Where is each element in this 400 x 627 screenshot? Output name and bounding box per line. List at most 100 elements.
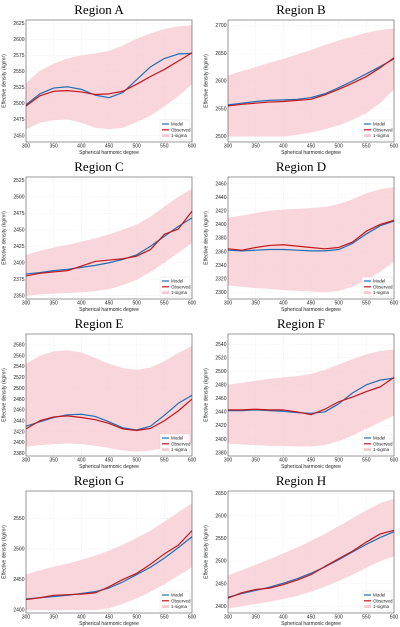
legend-swatch xyxy=(364,448,371,451)
chart-title: Region H xyxy=(275,473,327,488)
y-tick-label: 2500 xyxy=(13,547,24,553)
x-tick-label: 500 xyxy=(132,458,141,464)
y-tick-label: 2550 xyxy=(215,106,226,112)
legend-label: Model xyxy=(171,593,183,598)
y-axis-label: Effective density (kg/m³) xyxy=(204,525,210,579)
x-tick-label: 600 xyxy=(390,458,399,464)
x-axis-label: Spherical harmonic degree xyxy=(281,307,341,313)
x-tick-label: 400 xyxy=(77,301,86,307)
y-tick-label: 2450 xyxy=(215,581,226,587)
y-tick-label: 2440 xyxy=(13,418,24,424)
x-tick-label: 500 xyxy=(132,301,141,307)
series-line-observed xyxy=(227,529,395,599)
y-tick-label: 2460 xyxy=(215,396,226,402)
legend-label: Observed xyxy=(171,598,191,603)
series-line-observed xyxy=(25,210,193,277)
x-axis-label: Spherical harmonic degree xyxy=(79,150,139,156)
y-tick-label: 2480 xyxy=(13,397,24,403)
legend-label: 1-sigma xyxy=(373,133,390,138)
x-tick-label: 600 xyxy=(390,301,399,307)
x-tick-label: 500 xyxy=(334,144,343,150)
x-tick-label: 600 xyxy=(390,615,399,621)
x-tick-label: 500 xyxy=(334,615,343,621)
legend-swatch xyxy=(364,291,371,294)
series-line-observed xyxy=(227,57,395,107)
y-tick-label: 2420 xyxy=(215,209,226,215)
y-tick-label: 2500 xyxy=(215,559,226,565)
axes-frame xyxy=(25,176,193,300)
y-tick-label: 2360 xyxy=(215,249,226,255)
series-line-model xyxy=(227,58,395,106)
sigma-band xyxy=(26,503,192,610)
y-tick-label: 2575 xyxy=(13,53,24,59)
chart-region-f: 300 350 400 450 500 550 600 2380 2400 2420 2440 246… xyxy=(202,314,400,470)
legend-label: Observed xyxy=(171,284,191,289)
x-tick-label: 350 xyxy=(49,458,58,464)
x-tick-label: 450 xyxy=(105,458,114,464)
x-tick-label: 350 xyxy=(49,615,58,621)
x-tick-label: 600 xyxy=(188,301,197,307)
y-tick-label: 2300 xyxy=(215,290,226,296)
x-tick-label: 300 xyxy=(224,458,233,464)
axes-frame xyxy=(25,333,193,457)
chart-svg: 300 350 400 450 500 550 600 2300 2320 2340 2360 238… xyxy=(204,176,399,313)
x-tick-label: 400 xyxy=(279,144,288,150)
chart-title: Region B xyxy=(276,2,326,17)
x-tick-label: 450 xyxy=(307,615,316,621)
y-axis-label: Effective density (kg/m³) xyxy=(204,368,210,422)
y-tick-label: 2380 xyxy=(215,450,226,456)
x-axis-label: Spherical harmonic degree xyxy=(79,464,139,470)
chart-title: Region G xyxy=(73,473,125,488)
chart-svg: 300 350 400 450 500 550 600 2350 2375 2400 2425 245… xyxy=(2,176,197,313)
legend-label: Observed xyxy=(373,284,393,289)
legend-swatch xyxy=(162,605,169,608)
legend-label: Observed xyxy=(171,441,191,446)
series-line-model xyxy=(227,531,395,598)
x-tick-label: 450 xyxy=(105,301,114,307)
chart-title: Region D xyxy=(275,159,327,174)
y-tick-label: 2550 xyxy=(215,536,226,542)
legend-label: 1-sigma xyxy=(373,604,390,609)
x-tick-label: 400 xyxy=(77,458,86,464)
y-axis-label: Effective density (kg/m³) xyxy=(2,368,8,422)
y-tick-label: 2440 xyxy=(215,195,226,201)
legend-label: 1-sigma xyxy=(171,447,188,452)
axes-frame xyxy=(25,490,193,614)
y-axis-label: Effective density (kg/m³) xyxy=(204,211,210,265)
chart-region-h: 300 350 400 450 500 550 600 2400 2450 2500 2550 260… xyxy=(202,471,400,627)
y-tick-label: 2550 xyxy=(13,69,24,75)
series-line-observed xyxy=(228,376,395,416)
legend-label: 1-sigma xyxy=(373,290,390,295)
x-tick-label: 450 xyxy=(105,144,114,150)
x-axis-label: Spherical harmonic degree xyxy=(281,150,341,156)
y-tick-label: 2425 xyxy=(13,244,24,250)
legend-label: Model xyxy=(171,122,183,127)
chart-svg: 300 350 400 450 500 550 600 2400 2450 2500 2550 260… xyxy=(204,490,399,627)
y-tick-label: 2400 xyxy=(13,440,24,446)
x-tick-label: 550 xyxy=(160,615,169,621)
y-tick-label: 2600 xyxy=(215,79,226,85)
axes-frame xyxy=(227,176,395,300)
y-tick-label: 2450 xyxy=(13,227,24,233)
chart-region-g: 300 350 400 450 500 550 600 2400 2450 2500 2550 Sph… xyxy=(0,471,198,627)
x-tick-label: 300 xyxy=(224,301,233,307)
y-tick-label: 2460 xyxy=(13,408,24,414)
x-tick-label: 300 xyxy=(22,144,31,150)
y-tick-label: 2625 xyxy=(13,21,24,27)
y-tick-label: 2475 xyxy=(13,117,24,123)
y-tick-label: 2380 xyxy=(13,451,24,457)
y-tick-label: 2480 xyxy=(215,383,226,389)
legend-swatch xyxy=(364,605,371,608)
y-axis-label: Effective density (kg/m³) xyxy=(204,54,210,108)
chart-region-d: 300 350 400 450 500 550 600 2300 2320 2340 2360 238… xyxy=(202,157,400,313)
x-tick-label: 300 xyxy=(22,301,31,307)
chart-title: Region E xyxy=(74,316,124,331)
x-tick-label: 350 xyxy=(251,458,260,464)
y-tick-label: 2520 xyxy=(215,355,226,361)
